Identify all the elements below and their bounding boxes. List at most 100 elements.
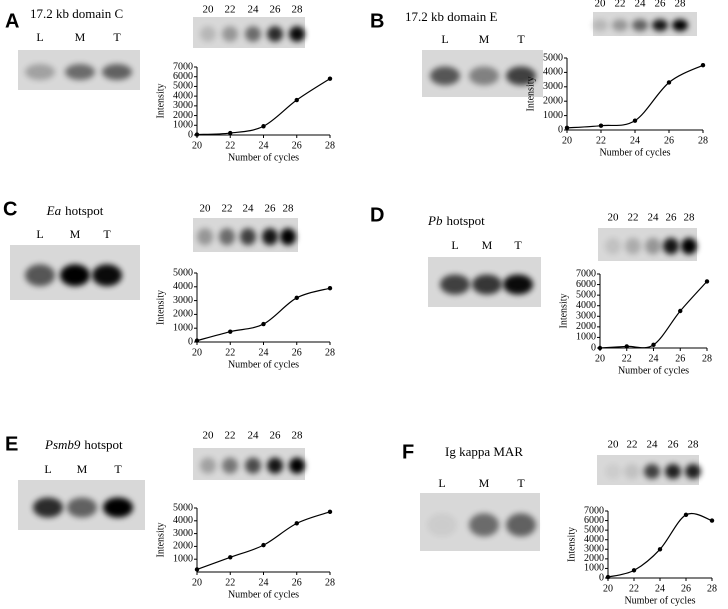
title-text: hotspot: [65, 203, 104, 218]
y-tick-label: 2000: [576, 321, 596, 332]
y-tick-label: 2000: [173, 110, 193, 121]
gel-band: [267, 457, 283, 474]
y-axis-label: Intensity: [155, 84, 166, 119]
gel-band: [245, 457, 261, 474]
gel-band: [200, 457, 216, 474]
gel-band: [681, 237, 697, 255]
y-tick-label: 4000: [173, 515, 193, 526]
panel-title: Pb hotspot: [427, 213, 485, 228]
gel-band: [665, 464, 681, 479]
gel-band: [102, 64, 132, 80]
x-tick-label: 20: [562, 135, 572, 146]
gel-band: [503, 274, 533, 295]
panel-letter: F: [402, 441, 414, 463]
x-axis-label: Number of cycles: [599, 147, 670, 158]
data-point: [598, 123, 604, 128]
y-tick-label: 7000: [576, 268, 596, 279]
gel-cycle-label: 26: [265, 203, 277, 215]
gel-cycle-label: 24: [248, 430, 260, 442]
lane-label: T: [103, 227, 111, 241]
data-point: [709, 518, 715, 523]
y-tick-label: 3000: [543, 81, 563, 92]
y-tick-label: 1000: [576, 332, 596, 343]
gel-band: [672, 19, 688, 32]
lane-label: L: [36, 227, 43, 241]
x-tick-label: 20: [603, 583, 613, 594]
gel-cycle-label: 28: [292, 4, 304, 16]
data-point: [651, 342, 656, 348]
y-tick-label: 0: [558, 124, 563, 135]
y-tick-label: 7000: [173, 61, 193, 72]
x-tick-label: 22: [596, 135, 606, 146]
data-point: [605, 574, 611, 580]
x-tick-label: 22: [225, 577, 235, 588]
gel-band: [644, 464, 660, 479]
y-axis-label: Intensity: [525, 77, 536, 112]
gel-band: [592, 19, 608, 32]
lane-label: T: [514, 238, 522, 252]
title-italic: Ea: [46, 203, 62, 218]
y-tick-label: 4000: [173, 281, 193, 292]
data-point: [597, 345, 603, 351]
gel-band: [289, 26, 305, 42]
x-tick-label: 28: [325, 140, 335, 151]
gel-band: [472, 274, 502, 295]
x-axis-label: Number of cycles: [228, 359, 299, 370]
y-tick-label: 6000: [173, 71, 193, 82]
gel-band: [469, 513, 499, 537]
y-tick-label: 2000: [584, 553, 604, 564]
y-tick-label: 2000: [543, 95, 563, 106]
x-tick-label: 28: [325, 347, 335, 358]
gel-band: [67, 497, 97, 518]
lane-label: L: [44, 462, 51, 476]
y-tick-label: 5000: [543, 52, 563, 63]
lane-label: M: [77, 462, 88, 476]
y-tick-label: 1000: [584, 563, 604, 574]
lane-label: L: [451, 238, 458, 252]
y-tick-label: 5000: [576, 289, 596, 300]
y-tick-label: 1000: [173, 553, 193, 564]
gel-band: [506, 66, 536, 86]
x-axis-label: Number of cycles: [624, 595, 695, 606]
data-point: [657, 547, 663, 552]
x-tick-label: 26: [292, 140, 302, 151]
y-tick-label: 4000: [543, 67, 563, 78]
panel-title: 17.2 kb domain C: [30, 6, 123, 21]
data-point: [327, 76, 333, 81]
y-axis-label: Intensity: [155, 290, 166, 325]
lane-label: T: [113, 30, 121, 44]
panel-title: 17.2 kb domain E: [405, 9, 497, 24]
gel-band: [92, 264, 122, 287]
y-tick-label: 0: [591, 342, 596, 353]
y-tick-label: 7000: [584, 505, 604, 516]
panel-title: Ig kappa MAR: [445, 444, 523, 459]
title-text: 17.2 kb domain E: [405, 9, 497, 24]
lane-label: M: [75, 30, 86, 44]
gel-band: [605, 237, 621, 255]
panel-letter: C: [3, 198, 17, 220]
gel-cycle-label: 28: [292, 430, 304, 442]
y-tick-label: 0: [188, 336, 193, 347]
y-tick-label: 1000: [173, 120, 193, 131]
data-point: [631, 568, 637, 573]
gel-cycle-label: 20: [203, 4, 215, 16]
gel-band: [245, 26, 261, 42]
title-text: Ig kappa MAR: [445, 444, 523, 459]
x-tick-label: 24: [259, 577, 269, 588]
gel-band: [625, 237, 641, 255]
x-tick-label: 24: [655, 583, 665, 594]
x-axis-label: Number of cycles: [228, 589, 299, 600]
gel-cycle-label: 26: [655, 0, 667, 10]
y-tick-label: 3000: [173, 528, 193, 539]
x-tick-label: 20: [192, 140, 202, 151]
data-point: [678, 308, 683, 314]
data-point: [327, 285, 333, 291]
gel-band: [440, 274, 470, 295]
data-point: [228, 555, 233, 560]
data-point: [261, 321, 266, 327]
panel-letter: E: [5, 433, 18, 455]
gel-band: [25, 264, 55, 287]
data-line: [599, 280, 708, 349]
data-point: [683, 512, 689, 518]
